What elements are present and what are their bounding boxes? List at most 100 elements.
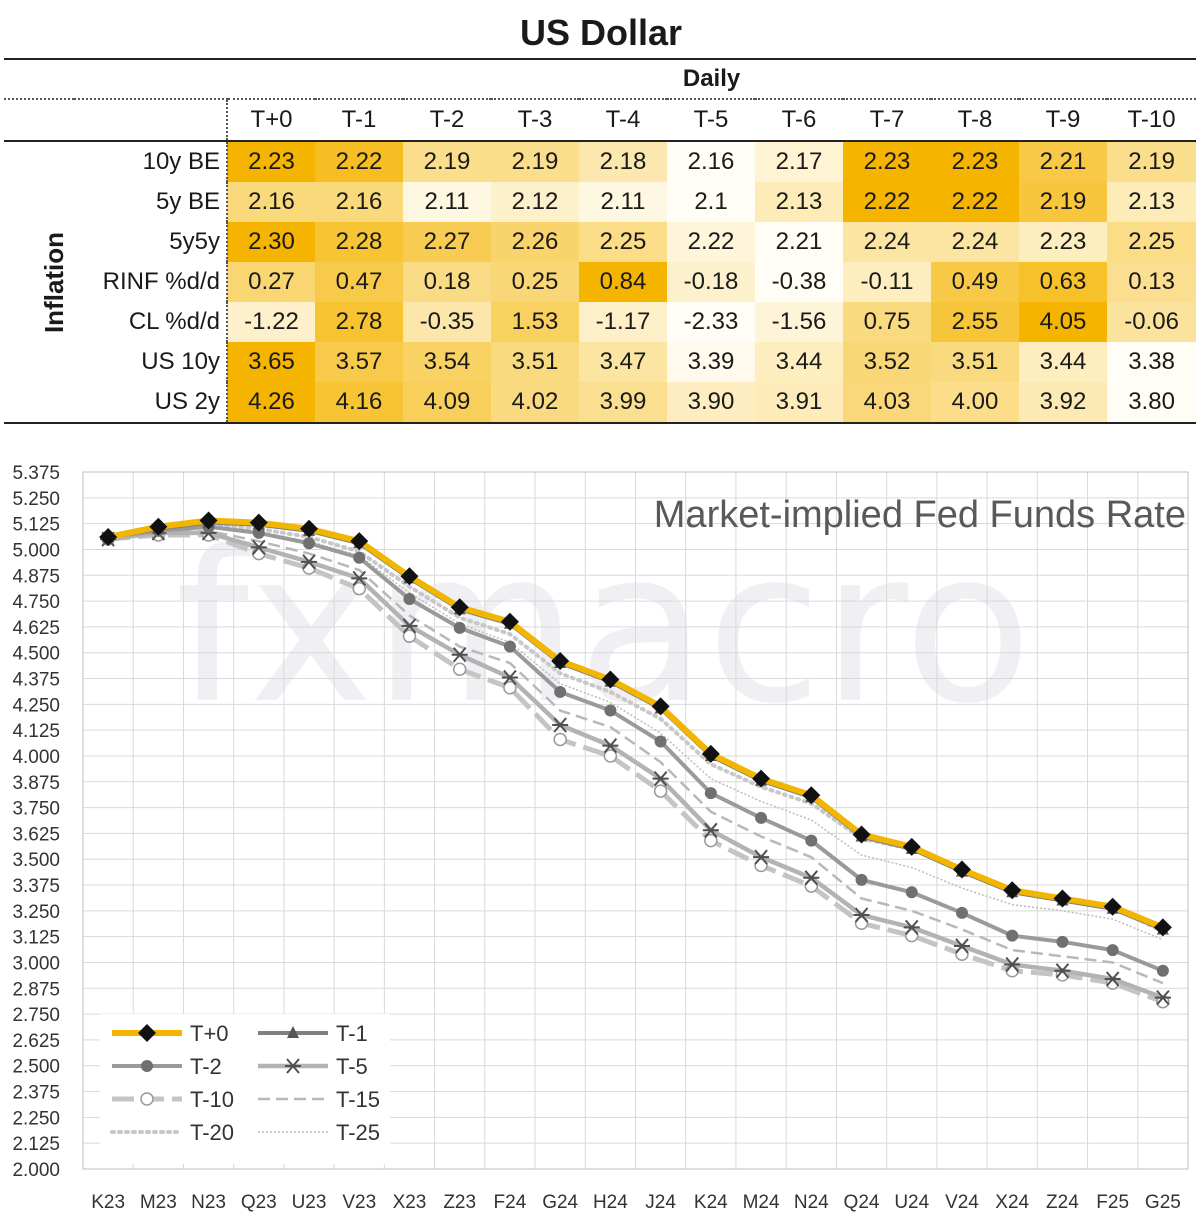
heat-cell: 1.53 (491, 302, 579, 342)
heat-cell: -0.18 (667, 262, 755, 302)
data-point (402, 629, 417, 643)
data-point (350, 532, 369, 551)
heat-cell: 2.26 (491, 222, 579, 262)
data-point (654, 735, 667, 748)
x-tick-label: U23 (292, 1192, 327, 1213)
legend-label: T-1 (336, 1021, 368, 1046)
x-tick-label: X24 (995, 1192, 1029, 1213)
data-point (403, 593, 416, 606)
data-point (552, 717, 569, 733)
series-line (107, 517, 1165, 931)
legend-label: T-10 (190, 1087, 234, 1112)
data-point (1104, 971, 1121, 987)
y-tick-label: 4.500 (12, 644, 60, 665)
y-tick-label: 4.875 (12, 566, 60, 587)
data-point (603, 749, 618, 763)
data-point (553, 732, 567, 747)
heat-cell: 2.23 (1019, 222, 1107, 262)
y-tick-label: 4.000 (12, 747, 60, 768)
heat-cell: 2.22 (315, 141, 403, 182)
y-tick-label: 4.625 (12, 618, 60, 639)
heat-cell: 0.25 (491, 262, 579, 302)
heat-cell: 3.90 (667, 382, 755, 424)
data-point (955, 906, 968, 919)
heat-cell: 3.38 (1107, 342, 1197, 382)
data-point (653, 784, 668, 798)
x-tick-label: V23 (342, 1192, 376, 1213)
heat-cell: 3.51 (931, 342, 1019, 382)
heat-cell: 2.18 (579, 141, 667, 182)
heat-cell: 2.22 (843, 182, 931, 222)
heat-cell: 3.99 (579, 382, 667, 424)
chart-title: Market-implied Fed Funds Rate (654, 494, 1186, 536)
y-tick-label: 5.250 (12, 489, 60, 510)
heat-cell: 0.18 (403, 262, 491, 302)
y-tick-label: 5.000 (12, 540, 60, 561)
heat-cell: 0.27 (227, 262, 315, 302)
data-point (453, 621, 466, 634)
y-tick-label: 5.375 (12, 463, 60, 484)
heat-cell: 4.16 (315, 382, 403, 424)
x-tick-label: M23 (140, 1192, 177, 1213)
group-label-text: Inflation (39, 231, 70, 333)
row-label: US 2y (74, 382, 228, 424)
data-point (604, 704, 617, 717)
data-point (503, 640, 516, 653)
y-tick-label: 3.000 (12, 953, 60, 974)
data-point (149, 517, 168, 536)
data-point (1156, 964, 1169, 977)
heat-cell: 2.22 (667, 222, 755, 262)
data-point (401, 618, 418, 634)
data-point (351, 570, 368, 587)
y-tick-label: 3.375 (12, 876, 60, 897)
heat-cell: 4.26 (227, 382, 315, 424)
heat-cell: 3.52 (843, 342, 931, 382)
data-point (652, 771, 669, 787)
x-tick-label: M24 (743, 1192, 780, 1213)
y-tick-label: 2.750 (12, 1005, 60, 1026)
data-point (701, 744, 720, 763)
heat-cell: 2.19 (491, 141, 579, 182)
data-point (853, 907, 870, 923)
x-tick-label: N23 (191, 1192, 226, 1213)
heat-cell: -0.06 (1107, 302, 1197, 342)
column-header: T-2 (403, 99, 491, 142)
data-point (301, 554, 318, 570)
x-tick-label: N24 (794, 1192, 829, 1213)
column-header: T-4 (579, 99, 667, 142)
group-label: Inflation (4, 141, 74, 424)
legend-label: T+0 (190, 1021, 229, 1046)
row-label: 10y BE (74, 141, 228, 182)
heat-cell: 2.78 (315, 302, 403, 342)
x-tick-label: G24 (542, 1192, 578, 1213)
heat-cell: -1.17 (579, 302, 667, 342)
legend-marker (287, 1026, 299, 1038)
row-label: 5y BE (74, 182, 228, 222)
x-tick-label: U24 (894, 1192, 929, 1213)
y-tick-label: 3.750 (12, 799, 60, 820)
heat-cell: 3.54 (403, 342, 491, 382)
heat-cell: 3.44 (755, 342, 843, 382)
x-tick-label: X23 (393, 1192, 427, 1213)
data-point (452, 662, 467, 676)
data-point (249, 513, 268, 532)
column-header: T-1 (315, 99, 403, 142)
column-header: T+0 (227, 99, 315, 142)
data-point (252, 526, 265, 539)
heat-cell: 0.75 (843, 302, 931, 342)
x-tick-label: H24 (593, 1192, 628, 1213)
heat-cell: 2.19 (1107, 141, 1197, 182)
data-point (1054, 963, 1071, 979)
heat-cell: 2.28 (315, 222, 403, 262)
y-tick-label: 3.250 (12, 902, 60, 923)
heat-cell: 2.16 (315, 182, 403, 222)
data-point (451, 647, 468, 663)
data-point (554, 685, 567, 698)
heatmap-table: Daily T+0 T-1 T-2 T-3 T-4 T-5 T-6 T-7 T-8 T-9 T-10 I… (4, 58, 1197, 424)
x-tick-label: Q23 (241, 1192, 277, 1213)
data-point (753, 849, 770, 865)
column-header: T-10 (1107, 99, 1197, 142)
legend-marker (285, 1058, 301, 1074)
heat-cell: -0.35 (403, 302, 491, 342)
y-tick-label: 4.250 (12, 695, 60, 716)
